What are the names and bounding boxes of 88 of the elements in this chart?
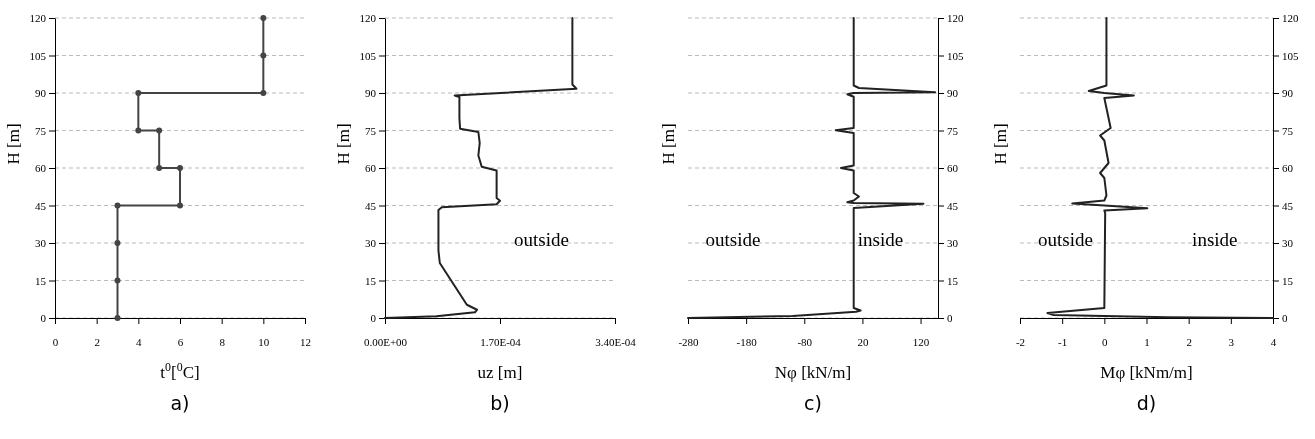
y-tick-label: 90 (35, 87, 47, 100)
point (177, 202, 183, 209)
y-tick-label: 0 (40, 312, 47, 325)
x-tick-label: 2 (94, 335, 100, 348)
y-tick-label: 90 (1282, 87, 1294, 100)
point (156, 165, 163, 171)
y-tick-label: 0 (947, 312, 953, 325)
y-tick-label: 105 (1282, 49, 1299, 62)
x-tick-label: 0.00E+00 (363, 335, 408, 348)
y-axis-title: H [m] (4, 123, 23, 165)
y-tick-label: 60 (947, 162, 959, 175)
x-tick-label: 10 (258, 335, 270, 348)
y-tick-label: 30 (35, 237, 47, 250)
text: d) (1136, 392, 1157, 414)
y-tick-label: 45 (947, 199, 959, 212)
annotation: outside (1038, 229, 1093, 250)
x-axis-title: uz [m] (477, 363, 523, 382)
point (260, 90, 267, 96)
x-tick-label: -80 (797, 335, 813, 348)
y-axis-title: H [m] (991, 123, 1010, 165)
x-tick-label: 8 (219, 335, 226, 348)
y-tick-label: 45 (365, 199, 377, 212)
point (114, 277, 121, 284)
y-tick-label: 15 (35, 274, 47, 287)
y-tick-label: 75 (1282, 124, 1294, 137)
annotation: inside (1192, 229, 1238, 250)
point (114, 240, 121, 246)
x-tick-label: 1.70E-04 (480, 335, 522, 348)
x-tick-label: 20 (857, 335, 869, 348)
point (114, 202, 121, 209)
x-tick-label: 6 (177, 335, 184, 348)
point (177, 165, 183, 171)
annotation: outside (513, 229, 569, 250)
y-axis-title: H [m] (334, 123, 353, 165)
y-tick-label: 60 (365, 162, 377, 175)
x-tick-label: 3.40E-04 (595, 335, 637, 348)
annotation: outside (705, 229, 761, 250)
y-tick-label: 0 (370, 312, 377, 325)
x-tick-label: 0 (1102, 335, 1109, 348)
y-tick-label: 120 (29, 12, 47, 25)
x-tick-label: 120 (912, 335, 930, 348)
x-tick-label: -1 (1058, 335, 1068, 348)
y-tick-label: 15 (1282, 274, 1294, 287)
x-tick-label: 0 (52, 335, 59, 348)
x-tick-label: 1 (1144, 335, 1150, 348)
y-tick-label: 90 (365, 87, 377, 100)
x-tick-label: 2 (1186, 335, 1192, 348)
x-tick-label: -180 (736, 335, 758, 348)
x-axis-title: t$^{0}$[$^{0}$C] (160, 360, 200, 382)
y-tick-label: 0 (1282, 312, 1288, 325)
y-tick-label: 30 (947, 237, 959, 250)
y-tick-label: 75 (35, 124, 47, 137)
y-tick-label: 120 (947, 12, 964, 25)
y-tick-label: 45 (1282, 199, 1294, 212)
x-tick-label: 3 (1228, 335, 1235, 348)
point (135, 90, 142, 96)
y-tick-label: 75 (365, 124, 377, 137)
x-axis-title: Nφ [kN/m] (774, 363, 852, 382)
text: c) (804, 392, 822, 414)
x-axis-title: Mφ [kNm/m] (1100, 363, 1193, 382)
text: a) (170, 392, 190, 414)
y-tick-label: 105 (29, 49, 47, 62)
y-tick-label: 75 (947, 124, 959, 137)
y-tick-label: 15 (947, 274, 959, 287)
y-tick-label: 120 (1282, 12, 1299, 25)
x-tick-label: 4 (1270, 335, 1277, 348)
y-tick-label: 15 (365, 274, 377, 287)
y-tick-label: 90 (947, 87, 959, 100)
x-tick-label: 4 (136, 335, 143, 348)
y-tick-label: 45 (35, 199, 47, 212)
y-tick-label: 60 (35, 162, 47, 175)
point (114, 315, 121, 321)
point (156, 127, 163, 134)
y-tick-label: 60 (1282, 162, 1294, 175)
text: b) (490, 392, 510, 414)
x-tick-label: 12 (300, 335, 311, 348)
y-tick-label: 120 (359, 12, 377, 25)
y-tick-label: 105 (359, 49, 377, 62)
point (260, 52, 267, 59)
y-tick-label: 30 (1282, 237, 1294, 250)
y-axis-title: H [m] (659, 123, 678, 165)
point (135, 127, 142, 134)
y-tick-label: 105 (947, 49, 964, 62)
y-tick-label: 30 (365, 237, 377, 250)
point (260, 15, 267, 21)
annotation: inside (857, 229, 904, 250)
x-tick-label: -280 (678, 335, 700, 348)
x-tick-label: -2 (1015, 335, 1026, 348)
